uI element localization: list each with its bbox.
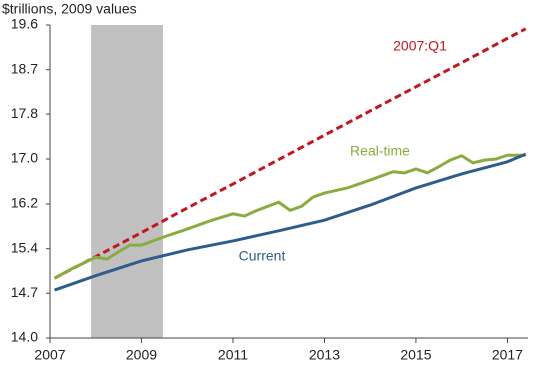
x-tick-label: 2015: [400, 347, 431, 363]
y-tick-label: 19.6: [11, 16, 38, 32]
y-tick-label: 17.8: [11, 105, 38, 121]
recession-shade: [91, 25, 163, 338]
series-line: [53, 27, 527, 280]
x-tick-label: 2017: [492, 347, 523, 363]
series-line: [54, 152, 527, 292]
x-tick-label: 2011: [218, 347, 248, 363]
y-tick-label: 18.7: [11, 60, 38, 76]
y-tick-label: 14.7: [11, 284, 38, 300]
series-label: 2007:Q1: [393, 38, 447, 54]
x-tick-label: 2009: [126, 347, 157, 363]
series-label: Current: [239, 248, 286, 264]
y-tick-label: 17.0: [11, 150, 38, 166]
y-tick-label: 16.2: [11, 195, 38, 211]
series-line: [53, 153, 526, 280]
x-tick-label: 2013: [309, 347, 340, 363]
series-label: Real-time: [350, 143, 410, 159]
y-tick-label: 15.4: [11, 239, 38, 255]
y-tick-label: 14.0: [11, 329, 38, 345]
y-axis-label: $trillions, 2009 values: [2, 1, 137, 17]
x-tick-label: 2007: [34, 347, 65, 363]
